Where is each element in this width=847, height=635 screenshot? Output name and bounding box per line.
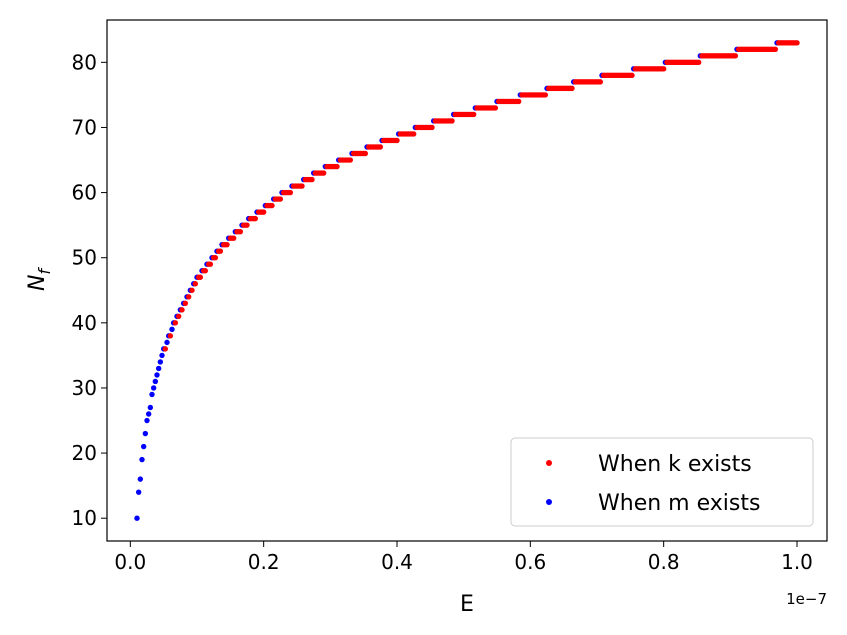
point-when-k-exists xyxy=(320,170,327,176)
legend-label-m: When m exists xyxy=(598,491,760,516)
point-when-k-exists xyxy=(334,163,340,170)
y-axis: 10 20 30 40 50 60 70 80 xyxy=(72,50,107,530)
x-axis-offset-label: 1e−7 xyxy=(786,590,827,608)
point-when-m-exists xyxy=(155,365,162,372)
y-tick-label: 70 xyxy=(72,115,97,139)
point-when-m-exists xyxy=(164,339,170,346)
y-axis-label-subscript: f xyxy=(35,267,54,275)
y-axis-label-main: N xyxy=(25,275,50,291)
point-when-k-exists xyxy=(470,111,477,118)
point-when-k-exists xyxy=(162,346,169,352)
point-when-k-exists xyxy=(182,300,189,306)
legend-box xyxy=(510,437,814,527)
point-when-k-exists xyxy=(597,79,604,85)
point-when-k-exists xyxy=(429,124,435,131)
legend-marker-k xyxy=(546,460,552,466)
point-when-k-exists xyxy=(260,209,267,215)
x-tick-label: 0.8 xyxy=(648,550,680,574)
point-when-k-exists xyxy=(794,40,800,46)
point-when-k-exists xyxy=(569,85,575,92)
point-when-m-exists xyxy=(157,359,164,365)
point-when-m-exists xyxy=(134,515,140,521)
point-when-k-exists xyxy=(172,320,179,326)
x-tick-label: 1.0 xyxy=(781,550,813,574)
point-when-k-exists xyxy=(347,157,354,163)
point-when-k-exists xyxy=(212,255,219,261)
point-when-m-exists xyxy=(149,391,155,398)
point-when-k-exists xyxy=(179,307,185,313)
point-when-k-exists xyxy=(449,118,455,124)
point-when-k-exists xyxy=(175,313,182,320)
point-when-m-exists xyxy=(139,456,145,463)
x-axis-label: E xyxy=(460,592,474,617)
point-when-m-exists xyxy=(147,404,154,411)
legend-label-k: When k exists xyxy=(598,452,752,477)
point-when-k-exists xyxy=(202,268,209,274)
point-when-k-exists xyxy=(515,98,522,105)
point-when-k-exists xyxy=(167,333,174,339)
point-when-k-exists xyxy=(772,46,779,53)
y-tick-label: 10 xyxy=(72,506,97,530)
point-when-m-exists xyxy=(152,378,159,385)
y-tick-label: 50 xyxy=(72,246,97,270)
point-when-k-exists xyxy=(410,131,417,137)
point-when-k-exists xyxy=(197,274,204,280)
point-when-k-exists xyxy=(287,189,294,196)
point-when-k-exists xyxy=(244,222,250,228)
point-when-k-exists xyxy=(252,215,259,222)
point-when-k-exists xyxy=(189,287,195,293)
point-when-k-exists xyxy=(732,53,739,59)
point-when-k-exists xyxy=(309,176,315,183)
point-when-m-exists xyxy=(144,417,150,424)
point-when-k-exists xyxy=(185,294,192,300)
y-axis-label: Nf xyxy=(25,267,54,291)
x-tick-label: 0.4 xyxy=(381,550,413,574)
point-when-k-exists xyxy=(660,66,667,72)
x-axis: 0.0 0.2 0.4 0.6 0.8 1.0 xyxy=(114,541,813,574)
point-when-k-exists xyxy=(217,248,224,254)
x-tick-label: 0.2 xyxy=(248,550,280,574)
y-tick-label: 40 xyxy=(72,311,97,335)
point-when-k-exists xyxy=(207,261,214,267)
point-when-k-exists xyxy=(299,183,305,189)
point-when-m-exists xyxy=(159,352,165,359)
point-when-m-exists xyxy=(137,476,144,482)
svg-text:Nf: Nf xyxy=(25,267,54,291)
point-when-k-exists xyxy=(695,59,702,66)
point-when-m-exists xyxy=(150,385,157,391)
point-when-m-exists xyxy=(142,430,149,437)
point-when-k-exists xyxy=(192,281,199,287)
x-tick-label: 0.0 xyxy=(114,550,146,574)
point-when-k-exists xyxy=(542,92,549,98)
point-when-k-exists xyxy=(277,196,284,202)
point-when-m-exists xyxy=(135,489,142,495)
x-tick-label: 0.6 xyxy=(514,550,546,574)
legend: When k exists When m exists xyxy=(510,437,814,527)
plot-frame xyxy=(106,19,828,542)
point-when-k-exists xyxy=(269,202,275,209)
legend-marker-m xyxy=(546,499,552,505)
point-when-k-exists xyxy=(362,150,369,157)
point-when-m-exists xyxy=(154,372,160,378)
point-when-k-exists xyxy=(492,105,499,111)
y-tick-label: 80 xyxy=(72,50,97,74)
point-when-k-exists xyxy=(224,241,230,248)
scatter-points xyxy=(134,40,800,521)
y-tick-label: 60 xyxy=(72,181,97,205)
point-when-k-exists xyxy=(394,137,400,144)
point-when-m-exists xyxy=(169,326,175,333)
y-tick-label: 30 xyxy=(72,376,97,400)
point-when-m-exists xyxy=(140,443,147,450)
point-when-m-exists xyxy=(145,411,152,417)
point-when-k-exists xyxy=(377,144,384,150)
point-when-k-exists xyxy=(237,228,244,235)
point-when-k-exists xyxy=(230,235,237,241)
point-when-k-exists xyxy=(629,72,635,79)
y-tick-label: 20 xyxy=(72,441,97,465)
